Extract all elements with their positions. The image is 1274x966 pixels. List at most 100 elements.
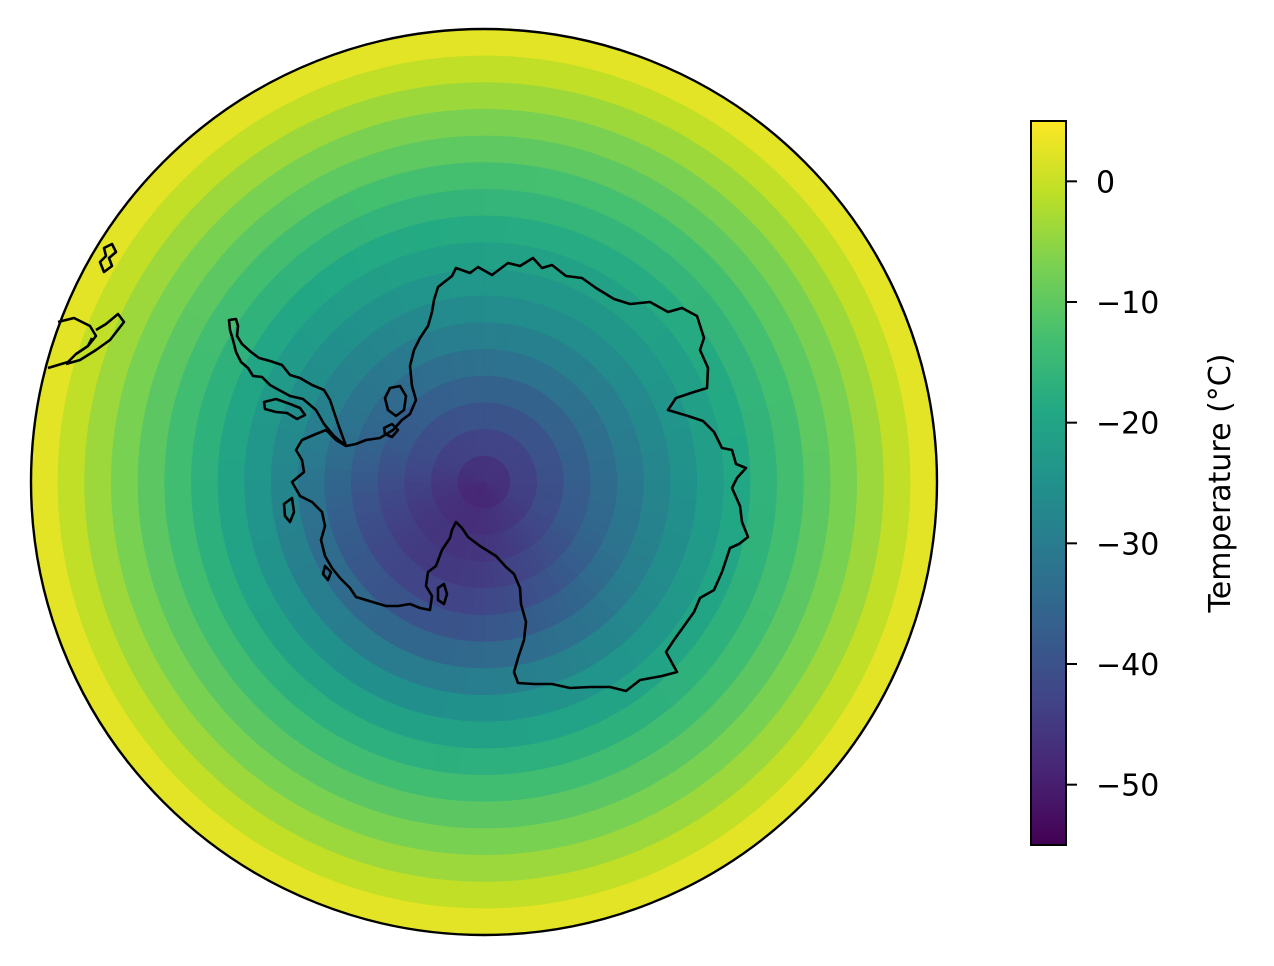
- field-cell: [502, 691, 527, 722]
- field-cell: [772, 425, 804, 457]
- field-cell: [409, 56, 450, 89]
- field-cell: [851, 412, 884, 450]
- field-cell: [216, 481, 246, 506]
- field-cell: [483, 641, 501, 670]
- field-cell: [483, 188, 511, 217]
- field-cell: [31, 439, 33, 483]
- field-cell: [323, 481, 352, 497]
- field-cell: [935, 439, 937, 483]
- field-cell: [483, 773, 513, 803]
- antarctica-coastline: [290, 256, 750, 693]
- field-cell: [409, 875, 450, 908]
- field-cell: [483, 800, 515, 830]
- field-cell: [518, 875, 559, 908]
- field-cell: [418, 109, 455, 141]
- field-cell: [457, 188, 485, 217]
- field-cell: [111, 416, 143, 453]
- field-cell: [829, 481, 858, 515]
- field-cell: [483, 880, 522, 910]
- field-cell: [460, 720, 485, 750]
- field-cell: [31, 481, 33, 525]
- colorbar-tick-label: −20: [1096, 407, 1159, 442]
- field-cell: [513, 109, 550, 141]
- field-cell: [462, 241, 485, 270]
- field-cell: [191, 504, 222, 534]
- field-cell: [643, 481, 672, 499]
- field-cell: [243, 481, 272, 504]
- island-5: [321, 564, 333, 582]
- field-cell: [244, 500, 275, 525]
- field-cell: [749, 481, 778, 509]
- field-cell: [746, 430, 777, 460]
- colorbar-tick-label: −40: [1096, 648, 1159, 683]
- field-cell: [829, 449, 858, 483]
- field-cell: [444, 906, 485, 935]
- field-cell: [802, 481, 832, 513]
- field-cell: [138, 509, 170, 543]
- field-cell: [460, 214, 485, 244]
- island-2: [383, 384, 408, 418]
- field-cell: [455, 773, 485, 803]
- field-cell: [616, 467, 645, 483]
- field-cell: [448, 853, 485, 883]
- field-cell: [110, 449, 139, 483]
- field-cell: [908, 442, 937, 483]
- field-cell: [511, 796, 545, 828]
- field-cell: [56, 444, 86, 483]
- field-cell: [483, 694, 506, 723]
- field-cell: [855, 481, 885, 518]
- land-fragment-2: [47, 312, 126, 370]
- coastlines: [47, 242, 750, 693]
- field-cell: [163, 453, 193, 483]
- field-cell: [511, 136, 545, 168]
- field-cell: [111, 511, 143, 548]
- field-cell: [825, 416, 857, 453]
- field-cell: [464, 667, 485, 696]
- field-cell: [483, 241, 506, 270]
- field-cell: [483, 54, 522, 84]
- field-cell: [437, 215, 464, 247]
- field-cell: [589, 469, 618, 483]
- field-cell: [418, 823, 455, 855]
- field-cell: [825, 511, 857, 548]
- field-cell: [483, 161, 513, 191]
- field-cell: [483, 667, 504, 696]
- field-cell: [516, 849, 554, 882]
- field-cell: [908, 481, 937, 522]
- field-cell: [84, 514, 117, 552]
- colorbar-tick-label: −50: [1096, 769, 1159, 804]
- field-cell: [56, 481, 86, 520]
- field-cell: [451, 827, 485, 856]
- field-cell: [446, 880, 485, 910]
- field-cell: [483, 747, 511, 776]
- field-cell: [423, 796, 457, 828]
- field-cell: [164, 507, 196, 539]
- field-cell: [483, 933, 527, 935]
- field-cell: [504, 717, 531, 749]
- field-cell: [58, 407, 91, 448]
- field-cell: [798, 421, 830, 455]
- field-cell: [483, 29, 527, 31]
- field-cell: [453, 134, 485, 164]
- field-cell: [483, 81, 520, 111]
- island-6: [436, 582, 449, 606]
- field-cell: [427, 162, 459, 194]
- field-cell: [483, 720, 508, 750]
- field-cell: [83, 446, 113, 483]
- field-cell: [138, 421, 170, 455]
- field-cell: [31, 442, 60, 483]
- field-cell: [451, 108, 485, 137]
- field-cell: [509, 770, 541, 802]
- island-1: [262, 397, 307, 421]
- colorbar: 0 −10 −20 −30 −40 −50 Temperature (°C): [1030, 120, 1238, 846]
- field-cell: [110, 481, 139, 515]
- island-4: [282, 496, 296, 524]
- field-cell: [31, 481, 60, 522]
- field-cell: [457, 747, 485, 776]
- field-cell: [58, 516, 91, 557]
- field-cell: [851, 514, 884, 552]
- field-cell: [775, 481, 805, 511]
- field-cell: [798, 509, 830, 543]
- colorbar-tick-label: 0: [1096, 165, 1115, 200]
